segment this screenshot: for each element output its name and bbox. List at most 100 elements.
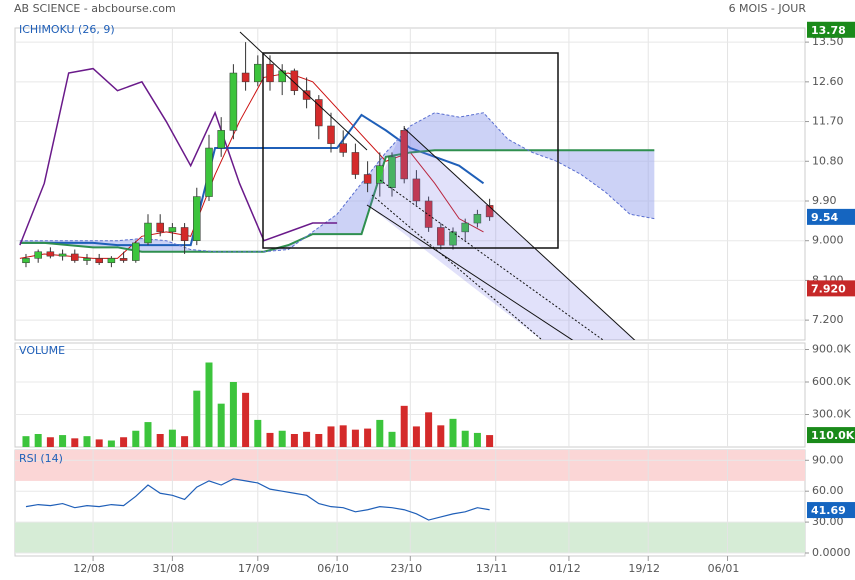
cloud [19, 112, 655, 252]
volume-bar [400, 405, 408, 447]
x-tick-label: 13/11 [476, 562, 508, 575]
x-tick-label: 06/01 [708, 562, 740, 575]
volume-bar [107, 440, 115, 447]
candle-body [339, 143, 347, 153]
candle-body [156, 222, 164, 233]
candle-body [71, 253, 79, 261]
x-tick-label: 31/08 [153, 562, 185, 575]
candle-body [107, 258, 116, 264]
box-annotation [262, 52, 559, 249]
volume-bar [229, 382, 237, 447]
value-badge [807, 502, 855, 519]
candle-body [229, 72, 238, 131]
panel-title: VOLUME [19, 344, 65, 357]
candle-body [461, 222, 469, 233]
candle-body [388, 156, 396, 189]
volume-bar [339, 425, 347, 447]
y-tick-label: 13.50 [812, 35, 844, 48]
channel [367, 128, 635, 340]
value-badge [807, 208, 855, 225]
volume-bar [71, 438, 79, 447]
header-title: AB SCIENCE - abcbourse.com [14, 2, 176, 15]
channel-line [379, 179, 604, 340]
volume-bar [156, 434, 164, 447]
volume-bar [461, 430, 469, 447]
volume-bar [59, 435, 67, 447]
candle-body [241, 72, 250, 83]
y-tick-label: 600.0K [812, 375, 851, 388]
trend-line [239, 31, 368, 151]
channel-line [366, 204, 574, 340]
volume-bar [254, 419, 262, 447]
candle-body [58, 253, 67, 257]
x-tick-label: 01/12 [549, 562, 581, 575]
volume-bar [376, 419, 384, 447]
volume-bar [364, 428, 372, 447]
candle-body [205, 147, 213, 197]
indicator-line [19, 149, 655, 253]
y-tick-label: 60.00 [812, 484, 844, 497]
candle-body [424, 200, 433, 228]
candle-body [46, 251, 55, 257]
value-badge [807, 427, 855, 444]
volume-bar [242, 392, 250, 447]
volume-bar [315, 434, 323, 447]
candle-body [168, 227, 177, 233]
volume-bar [22, 436, 30, 447]
y-tick-label: 7.200 [812, 313, 844, 326]
candle-body [302, 90, 311, 100]
y-tick-label: 10.80 [812, 154, 844, 167]
y-tick-label: 9.90 [812, 194, 837, 207]
candle-body [132, 242, 140, 261]
value-badge-label: 7.920 [811, 282, 846, 295]
candle-body [34, 251, 42, 259]
rsi-line [25, 478, 490, 521]
y-tick-label: 9.000 [812, 234, 844, 247]
y-tick-label: 90.00 [812, 453, 844, 466]
candle-body [217, 130, 225, 149]
volume-bar [132, 430, 140, 447]
value-badge [807, 21, 855, 38]
volume-bar [83, 436, 91, 447]
volume-bar [278, 430, 286, 447]
candle-body [193, 196, 201, 241]
volume-bar [95, 439, 103, 447]
volume-bar [449, 418, 457, 447]
candle-body [119, 258, 128, 261]
indicator-line [19, 67, 338, 246]
drawings [239, 31, 636, 340]
volume-bar [303, 431, 311, 447]
candle-body [278, 70, 286, 83]
candle-body [412, 178, 421, 202]
volume-bar [425, 412, 433, 447]
candle-body [485, 205, 494, 218]
x-tick-label: 12/08 [73, 562, 105, 575]
volume-bar [34, 434, 42, 447]
candle-body [266, 63, 274, 83]
x-tick-label: 19/12 [628, 562, 660, 575]
header-period: 6 MOIS - JOUR [729, 2, 807, 15]
channel-line [403, 127, 636, 340]
volume-bar [437, 425, 445, 447]
volume-bar [290, 434, 298, 447]
x-tick-label: 06/10 [317, 562, 349, 575]
candle-body [144, 222, 152, 244]
y-tick-label: 300.0K [812, 408, 851, 421]
indicator-line [19, 112, 655, 253]
volume-bar [473, 432, 481, 447]
volume-bar [181, 436, 189, 447]
candle-body [180, 227, 189, 241]
volume-bar [46, 437, 54, 447]
candle-body [376, 165, 384, 184]
candle-body [95, 258, 103, 264]
value-badge [807, 280, 855, 297]
y-tick-label: 900.0K [812, 343, 851, 356]
value-badge-label: 9.54 [811, 211, 838, 224]
candle-body [327, 125, 335, 144]
volume-bar [351, 429, 359, 447]
candle-body [254, 63, 262, 83]
panel-title: RSI (14) [19, 452, 63, 465]
value-badge-label: 13.78 [811, 24, 846, 37]
volume-bar [486, 435, 494, 447]
